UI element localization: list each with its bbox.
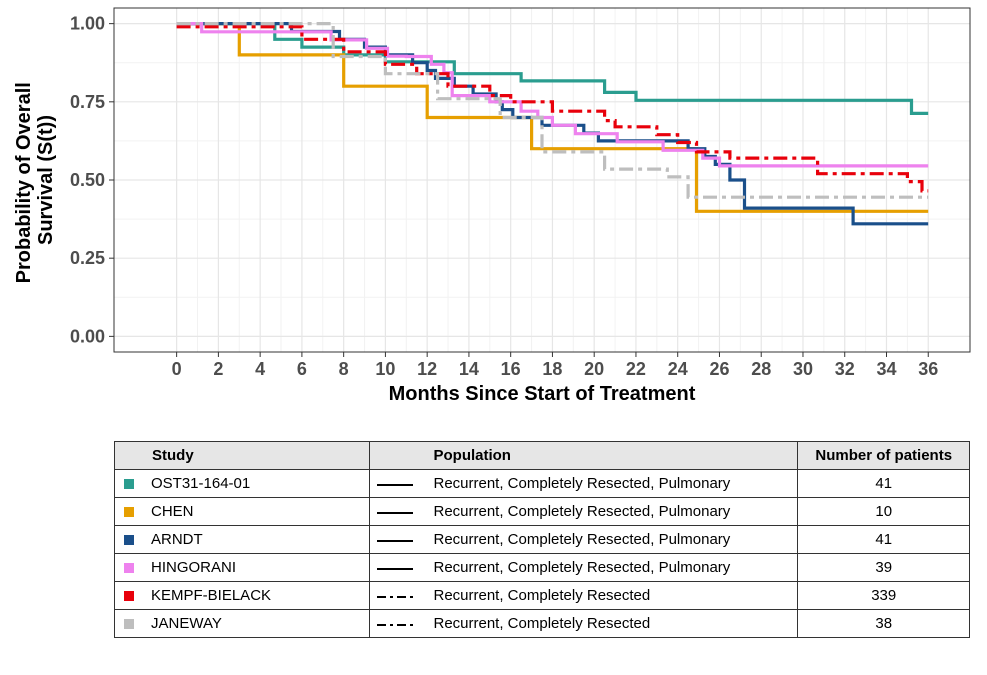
header-study: Study <box>113 441 371 470</box>
x-tick-label: 2 <box>213 359 223 379</box>
study-cell: JANEWAY <box>113 609 371 638</box>
study-name: HINGORANI <box>151 559 237 576</box>
color-swatch <box>124 590 134 601</box>
patient-count-cell: 41 <box>797 525 970 554</box>
color-swatch <box>124 478 134 489</box>
x-tick-label: 10 <box>375 359 395 379</box>
x-tick-label: 8 <box>339 359 349 379</box>
x-tick-label: 32 <box>835 359 855 379</box>
population-text: Recurrent, Completely Resected <box>433 587 651 604</box>
x-tick-label: 6 <box>297 359 307 379</box>
population-cell: Recurrent, Completely Resected <box>369 609 799 638</box>
study-name: KEMPF-BIELACK <box>151 587 272 604</box>
study-cell: OST31-164-01 <box>113 469 371 498</box>
table-header-row: Study Population Number of patients <box>113 441 970 470</box>
series-line-kempf-bielack <box>176 25 929 193</box>
x-tick-label: 14 <box>459 359 479 379</box>
study-name: ARNDT <box>151 531 203 548</box>
y-tick-label: 0.25 <box>70 248 105 268</box>
study-cell: HINGORANI <box>113 553 371 582</box>
linetype-icon <box>377 567 414 570</box>
color-swatch <box>124 618 134 629</box>
population-text: Recurrent, Completely Resected, Pulmonar… <box>433 531 731 548</box>
population-text: Recurrent, Completely Resected, Pulmonar… <box>433 559 731 576</box>
x-tick-label: 16 <box>501 359 521 379</box>
table-row: HINGORANI Recurrent, Completely Resected,… <box>113 553 970 582</box>
header-population-label: Population <box>433 447 511 464</box>
linetype-icon <box>377 511 414 514</box>
patient-count-cell: 39 <box>797 553 970 582</box>
patient-count-cell: 10 <box>797 497 970 526</box>
x-tick-label: 18 <box>542 359 562 379</box>
y-tick-label: 0.75 <box>70 92 105 112</box>
x-tick-label: 22 <box>626 359 646 379</box>
study-name: OST31-164-01 <box>151 475 251 492</box>
x-tick-label: 28 <box>751 359 771 379</box>
study-name: JANEWAY <box>151 615 222 632</box>
patient-count-cell: 38 <box>797 609 970 638</box>
x-tick-label: 4 <box>255 359 265 379</box>
x-tick-label: 34 <box>876 359 896 379</box>
color-swatch <box>124 562 134 573</box>
population-cell: Recurrent, Completely Resected, Pulmonar… <box>369 497 799 526</box>
population-cell: Recurrent, Completely Resected, Pulmonar… <box>369 553 799 582</box>
study-legend-table: Study Population Number of patients OST3… <box>113 441 970 638</box>
table-row: ARNDT Recurrent, Completely Resected, Pul… <box>113 525 970 554</box>
table-row: OST31-164-01 Recurrent, Completely Resect… <box>113 469 970 498</box>
x-tick-label: 12 <box>417 359 437 379</box>
x-tick-label: 36 <box>918 359 938 379</box>
table-row: JANEWAY Recurrent, Completely Resected 38 <box>113 609 970 638</box>
series-line-janeway <box>176 22 929 199</box>
y-axis-title-line-1: Probability of Overall <box>13 82 35 283</box>
header-study-label: Study <box>152 447 194 464</box>
patient-count-cell: 339 <box>797 581 970 610</box>
series-lines <box>176 22 929 226</box>
population-text: Recurrent, Completely Resected <box>433 615 651 632</box>
y-axis-title-line-2: Survival (S(t)) <box>35 115 57 245</box>
x-tick-label: 24 <box>668 359 688 379</box>
series-line-chen <box>176 22 929 213</box>
y-tick-label: 0.00 <box>70 326 105 346</box>
x-tick-label: 30 <box>793 359 813 379</box>
x-axis-ticks: 0 2 4 6 8 10 12 14 16 18 20 22 24 26 28 30 32 34 36 <box>172 352 938 379</box>
population-cell: Recurrent, Completely Resected, Pulmonar… <box>369 469 799 498</box>
x-tick-label: 20 <box>584 359 604 379</box>
study-name: CHEN <box>151 503 194 520</box>
study-cell: CHEN <box>113 497 371 526</box>
population-cell: Recurrent, Completely Resected <box>369 581 799 610</box>
series-line-hingorani <box>176 22 929 168</box>
x-tick-label: 26 <box>709 359 729 379</box>
color-swatch <box>124 506 134 517</box>
header-population: Population <box>369 441 799 470</box>
y-tick-label: 1.00 <box>70 14 105 34</box>
color-swatch <box>124 534 134 545</box>
linetype-icon <box>377 623 414 626</box>
y-axis-ticks: 0.00 0.25 0.50 0.75 1.00 <box>70 14 114 346</box>
series-line-ost31-164-01 <box>176 22 929 115</box>
population-cell: Recurrent, Completely Resected, Pulmonar… <box>369 525 799 554</box>
patient-count-cell: 41 <box>797 469 970 498</box>
y-axis-title: Probability of Overall Survival (S(t)) <box>13 77 57 284</box>
table-body: OST31-164-01 Recurrent, Completely Resect… <box>113 469 970 638</box>
table-row: KEMPF-BIELACK Recurrent, Completely Resec… <box>113 581 970 610</box>
x-axis-title: Months Since Start of Treatment <box>389 383 696 405</box>
header-number: Number of patients <box>797 441 970 470</box>
linetype-icon <box>377 483 414 486</box>
study-cell: ARNDT <box>113 525 371 554</box>
population-text: Recurrent, Completely Resected, Pulmonar… <box>433 475 731 492</box>
survival-chart: 0 2 4 6 8 10 12 14 16 18 20 22 24 26 28 30 32 34 36 0.000.… <box>13 7 971 405</box>
population-text: Recurrent, Completely Resected, Pulmonar… <box>433 503 731 520</box>
table-row: CHEN Recurrent, Completely Resected, Pulm… <box>113 497 970 526</box>
study-cell: KEMPF-BIELACK <box>113 581 371 610</box>
linetype-icon <box>377 595 414 598</box>
linetype-icon <box>377 539 414 542</box>
y-tick-label: 0.50 <box>70 170 105 190</box>
major-gridlines <box>114 8 970 352</box>
x-tick-label: 0 <box>172 359 182 379</box>
